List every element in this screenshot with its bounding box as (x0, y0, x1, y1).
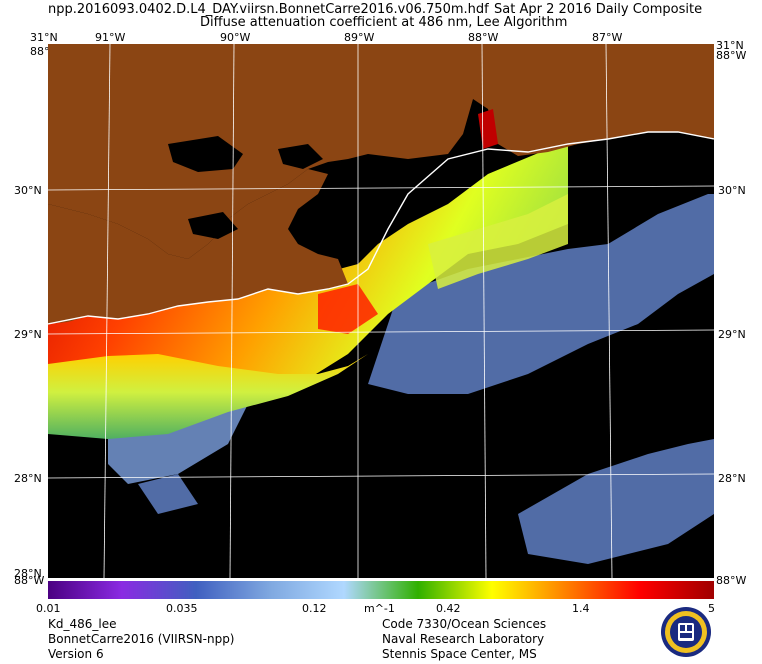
corner-right-top-label: 88°W (716, 49, 747, 62)
shelf-water (48, 354, 368, 439)
file-name-title: npp.2016093.0402.D.L4_DAY.viirsn.BonnetC… (48, 2, 489, 17)
lat-label-29n-left: 29°N (14, 328, 42, 341)
corner-right-bottom-label: 88°W (716, 574, 747, 587)
colorbar-tick-0.01: 0.01 (36, 602, 61, 615)
top-lat-label: 31°N (30, 31, 58, 44)
footer-version: Version 6 (48, 647, 104, 661)
bottom-lat-label-left: 28°N (14, 567, 42, 580)
colorbar (48, 581, 714, 599)
colorbar-units: m^-1 (364, 602, 395, 615)
product-title: Diffuse attenuation coefficient at 486 n… (200, 15, 568, 30)
colorbar-tick-0.42: 0.42 (436, 602, 461, 615)
colorbar-tick-1.4: 1.4 (572, 602, 590, 615)
lat-label-28n-left: 28°N (14, 472, 42, 485)
date-title: Sat Apr 2 2016 Daily Composite (494, 2, 703, 17)
kd486-map (48, 44, 714, 578)
footer-product-name: Kd_486_lee (48, 617, 117, 631)
lon-label-91w: 91°W (95, 31, 126, 44)
footer-location: Stennis Space Center, MS (382, 647, 537, 661)
mississippi-sound-water (428, 194, 568, 289)
lat-label-30n-left: 30°N (14, 184, 42, 197)
map-graphic (48, 44, 714, 578)
delta-high-kd (318, 284, 378, 334)
colorbar-tick-0.035: 0.035 (166, 602, 198, 615)
lon-label-89w: 89°W (344, 31, 375, 44)
colorbar-tick-5: 5 (708, 602, 715, 615)
lon-label-90w: 90°W (220, 31, 251, 44)
footer-code: Code 7330/Ocean Sciences (382, 617, 547, 631)
graticule (48, 44, 714, 578)
offshore-water (108, 194, 714, 564)
lat-label-30n-right: 30°N (718, 184, 746, 197)
top-right-lat-label: 31°N (716, 39, 744, 52)
footer-lab: Naval Research Laboratory (382, 632, 545, 646)
lon-label-88w: 88°W (468, 31, 499, 44)
footer-region: BonnetCarre2016 (VIIRSN-npp) (48, 632, 235, 646)
colorbar-tick-0.12: 0.12 (302, 602, 327, 615)
lon-label-87w: 87°W (592, 31, 623, 44)
coastline (48, 131, 714, 325)
nrl-seal-icon (660, 606, 712, 658)
lat-label-29n-right: 29°N (718, 328, 746, 341)
land-mainland (48, 44, 714, 259)
corner-left-bottom-label: 88°W (14, 574, 45, 587)
land-louisiana-coast (48, 169, 348, 324)
lat-label-28n-right: 28°N (718, 472, 746, 485)
